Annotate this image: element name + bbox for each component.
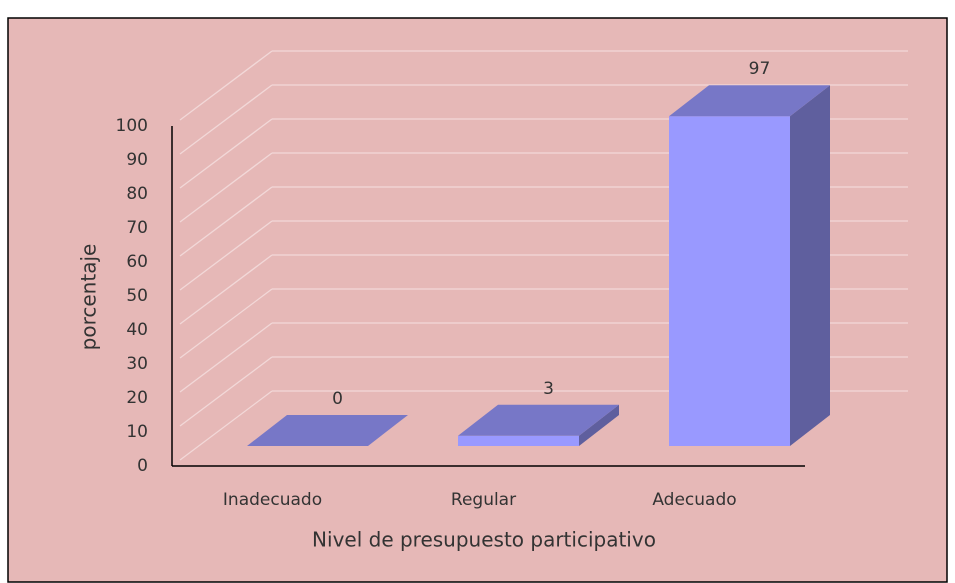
x-tick-label: Inadecuado [223,490,322,510]
bar-top [458,404,619,436]
grid-line [179,50,273,121]
y-tick-label: 0 [137,456,148,476]
x-axis-title: Nivel de presupuesto participativo [312,528,656,552]
bar-side [790,85,830,446]
y-tick-label: 100 [116,116,148,136]
bar-front [669,116,790,446]
y-axis-title: porcentaje [77,244,101,351]
grid-line [179,288,273,359]
grid-line [179,186,273,257]
y-tick-label: 30 [126,354,148,374]
grid-line [179,390,273,461]
y-tick-label: 90 [126,150,148,170]
grid-line [179,254,273,325]
bar-top [247,415,408,446]
y-tick-label: 40 [126,320,148,340]
value-label: 3 [543,379,554,399]
value-label: 97 [749,59,771,79]
bar-top [669,85,830,117]
x-tick-label: Regular [451,490,516,510]
grid-line [179,322,273,393]
grid-line [179,84,273,155]
grid-line [179,118,273,189]
y-tick-label: 50 [126,286,148,306]
y-tick-label: 70 [126,218,148,238]
grid-line [179,152,273,223]
grid-line [179,220,273,291]
x-tick-label: Adecuado [652,490,736,510]
value-label: 0 [332,389,343,409]
y-tick-label: 80 [126,184,148,204]
grid-line [179,356,273,427]
y-tick-label: 10 [126,422,148,442]
y-tick-label: 60 [126,252,148,272]
bar-side [579,404,619,446]
bar-front [458,435,579,446]
y-tick-label: 20 [126,388,148,408]
